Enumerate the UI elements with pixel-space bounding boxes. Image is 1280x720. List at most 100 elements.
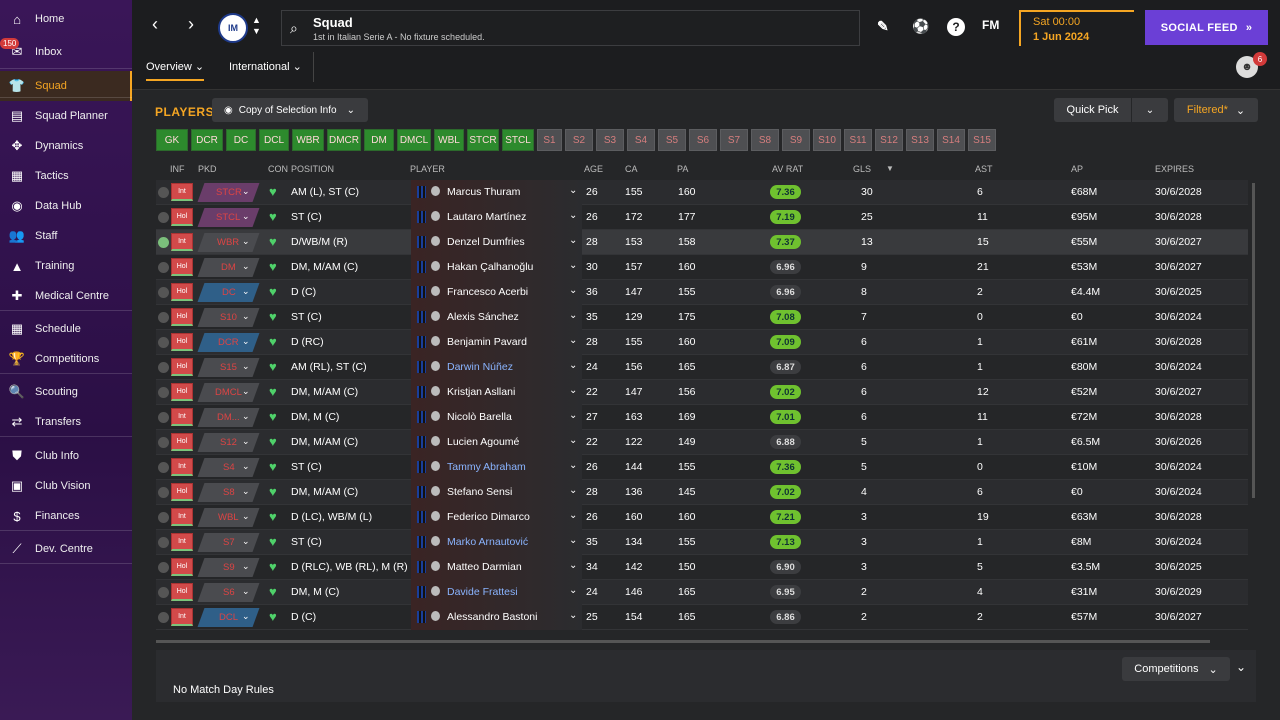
sidebar-item-staff[interactable]: 👥 Staff [0, 221, 132, 251]
help-icon[interactable]: ? [947, 18, 965, 36]
player-name[interactable]: Francesco Acerbi [447, 286, 529, 298]
chevron-down-icon[interactable]: ⌄ [569, 485, 578, 496]
position-filter-s4[interactable]: S4 [627, 129, 655, 151]
chevron-down-icon[interactable]: ⌄ [569, 585, 578, 596]
quick-pick-dropdown[interactable]: ⌄ [1132, 98, 1168, 122]
position-filter-s5[interactable]: S5 [658, 129, 686, 151]
position-filter-dcr[interactable]: DCR [191, 129, 223, 151]
player-name[interactable]: Kristjan Asllani [447, 386, 516, 398]
role-selector[interactable]: DM... [197, 408, 260, 427]
player-name[interactable]: Denzel Dumfries [447, 236, 525, 248]
role-selector[interactable]: DMCL [197, 383, 260, 402]
chevron-down-icon[interactable]: ⌄ [242, 511, 250, 521]
competitions-button[interactable]: Competitions ⌄ [1122, 657, 1230, 681]
chevron-down-icon[interactable]: ⌄ [242, 411, 250, 421]
col-inf[interactable]: INF [170, 164, 185, 174]
sidebar-item-training[interactable]: ▲ Training [0, 251, 132, 281]
position-filter-dm[interactable]: DM [364, 129, 394, 151]
sidebar-item-club-vision[interactable]: ▣ Club Vision [0, 471, 132, 501]
chevron-down-icon[interactable]: ⌄ [569, 560, 578, 571]
table-row[interactable]: Int S7 ⌄ ♥ ST (C) Marko Arnautović ⌄ 35 134 155 7.… [156, 530, 1248, 555]
role-selector[interactable]: S10 [197, 308, 260, 327]
player-name[interactable]: Hakan Çalhanoğlu [447, 261, 534, 273]
sidebar-item-squad-planner[interactable]: ▤ Squad Planner [0, 101, 132, 131]
chevron-down-icon[interactable]: ⌄ [569, 335, 578, 346]
col-pa[interactable]: PA [677, 164, 689, 174]
role-selector[interactable]: DM [197, 258, 260, 277]
player-cell[interactable]: Alexis Sánchez ⌄ [411, 305, 582, 330]
quick-pick-button[interactable]: Quick Pick [1054, 98, 1131, 122]
selection-tick-icon[interactable] [158, 362, 169, 373]
role-selector[interactable]: S7 [197, 533, 260, 552]
player-name[interactable]: Tammy Abraham [447, 461, 526, 473]
chevron-down-icon[interactable]: ⌄ [569, 310, 578, 321]
back-arrow-icon[interactable]: ‹ [152, 14, 158, 34]
table-row[interactable]: Hol DCR ⌄ ♥ D (RC) Benjamin Pavard ⌄ 28 155 160 7.… [156, 330, 1248, 355]
chevron-down-icon[interactable]: ⌄ [242, 336, 250, 346]
selection-tick-icon[interactable] [158, 412, 169, 423]
position-filter-s11[interactable]: S11 [844, 129, 872, 151]
player-cell[interactable]: Marcus Thuram ⌄ [411, 180, 582, 205]
position-filter-stcr[interactable]: STCR [467, 129, 499, 151]
chevron-down-icon[interactable]: ⌄ [242, 386, 250, 396]
chevron-down-icon[interactable]: ⌄ [242, 186, 250, 196]
table-row[interactable]: Hol S6 ⌄ ♥ DM, M (C) Davide Frattesi ⌄ 24 146 165… [156, 580, 1248, 605]
selection-tick-icon[interactable] [158, 387, 169, 398]
chevron-down-icon[interactable]: ⌄ [569, 435, 578, 446]
player-cell[interactable]: Davide Frattesi ⌄ [411, 580, 582, 605]
filter-button[interactable]: Filtered* ⌄ [1174, 98, 1258, 122]
position-filter-dc[interactable]: DC [226, 129, 256, 151]
chevron-down-icon[interactable]: ⌄ [242, 211, 250, 221]
selection-tick-icon[interactable] [158, 537, 169, 548]
player-cell[interactable]: Kristjan Asllani ⌄ [411, 380, 582, 405]
player-name[interactable]: Benjamin Pavard [447, 336, 527, 348]
position-filter-s10[interactable]: S10 [813, 129, 841, 151]
collapse-chevron-icon[interactable]: ⌄ [1236, 660, 1247, 674]
player-cell[interactable]: Federico Dimarco ⌄ [411, 505, 582, 530]
col-position[interactable]: POSITION [291, 164, 335, 174]
player-name[interactable]: Federico Dimarco [447, 511, 530, 523]
player-name[interactable]: Lautaro Martínez [447, 211, 527, 223]
fm-logo[interactable]: FM [982, 18, 1000, 32]
chevron-down-icon[interactable]: ⌄ [242, 536, 250, 546]
col-gls[interactable]: GLS [853, 164, 872, 174]
table-row[interactable]: Int S4 ⌄ ♥ ST (C) Tammy Abraham ⌄ 26 144 155 7.36 5… [156, 455, 1248, 480]
chevron-down-icon[interactable]: ⌄ [242, 486, 250, 496]
vertical-scrollbar[interactable] [1252, 183, 1255, 498]
sidebar-item-finances[interactable]: $ Finances [0, 501, 132, 531]
horizontal-scrollbar[interactable] [156, 640, 1210, 643]
player-cell[interactable]: Hakan Çalhanoğlu ⌄ [411, 255, 582, 280]
player-cell[interactable]: Stefano Sensi ⌄ [411, 480, 582, 505]
position-filter-s6[interactable]: S6 [689, 129, 717, 151]
player-name[interactable]: Davide Frattesi [447, 586, 518, 598]
table-row[interactable]: Hol S8 ⌄ ♥ DM, M/AM (C) Stefano Sensi ⌄ 28 136 14… [156, 480, 1248, 505]
position-filter-s13[interactable]: S13 [906, 129, 934, 151]
position-filter-s8[interactable]: S8 [751, 129, 779, 151]
social-feed-button[interactable]: SOCIAL FEED » [1145, 10, 1268, 45]
selection-tick-icon[interactable] [158, 512, 169, 523]
player-name[interactable]: Marcus Thuram [447, 186, 521, 198]
role-selector[interactable]: DCR [197, 333, 260, 352]
position-filter-s7[interactable]: S7 [720, 129, 748, 151]
position-filter-s2[interactable]: S2 [565, 129, 593, 151]
table-row[interactable]: Int DCL ⌄ ♥ D (C) Alessandro Bastoni ⌄ 25 154 165… [156, 605, 1248, 630]
sidebar-item-dev-centre[interactable]: ⟋ Dev. Centre [0, 534, 132, 564]
player-cell[interactable]: Marko Arnautović ⌄ [411, 530, 582, 555]
role-selector[interactable]: DCL [197, 608, 260, 627]
col-expires[interactable]: EXPIRES [1155, 164, 1195, 174]
player-name[interactable]: Alexis Sánchez [447, 311, 519, 323]
player-cell[interactable]: Benjamin Pavard ⌄ [411, 330, 582, 355]
chevron-down-icon[interactable]: ⌄ [569, 535, 578, 546]
sidebar-item-inbox[interactable]: ✉ Inbox [0, 37, 132, 67]
date-box[interactable]: Sat 00:00 1 Jun 2024 [1019, 10, 1134, 46]
tab-overview[interactable]: Overview ⌄ [146, 60, 205, 81]
col-age[interactable]: AGE [584, 164, 604, 174]
table-row[interactable]: Hol S15 ⌄ ♥ AM (RL), ST (C) Darwin Núñez ⌄ 24 15… [156, 355, 1248, 380]
selection-tick-icon[interactable] [158, 187, 169, 198]
player-cell[interactable]: Matteo Darmian ⌄ [411, 555, 582, 580]
chevron-down-icon[interactable]: ⌄ [242, 561, 250, 571]
selection-tick-icon[interactable] [158, 562, 169, 573]
position-filter-s9[interactable]: S9 [782, 129, 810, 151]
role-selector[interactable]: STCL [197, 208, 260, 227]
table-row[interactable]: Hol S12 ⌄ ♥ DM, M/AM (C) Lucien Agoumé ⌄ 22 122 1… [156, 430, 1248, 455]
